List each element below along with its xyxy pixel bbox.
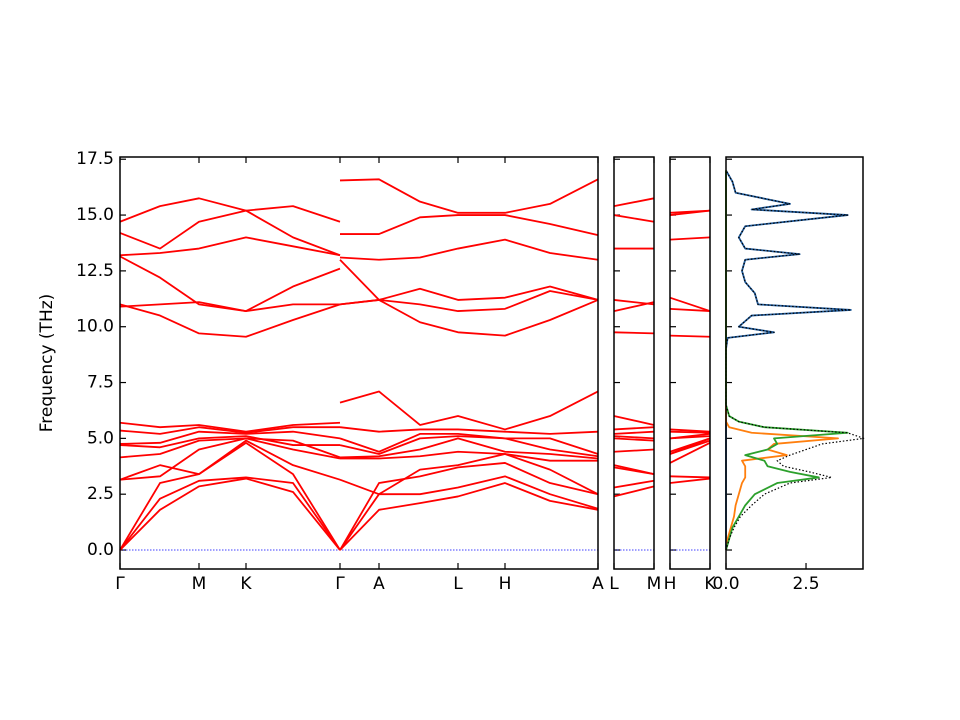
band-line bbox=[119, 299, 599, 338]
band-line bbox=[613, 485, 655, 498]
x-tick-label: K bbox=[240, 574, 252, 594]
band-line bbox=[669, 428, 711, 433]
x-tick-label: L bbox=[453, 574, 463, 594]
band-line bbox=[119, 426, 599, 435]
band-line bbox=[669, 475, 711, 479]
band-line bbox=[613, 299, 655, 306]
dos-curve bbox=[725, 170, 839, 551]
band-line bbox=[613, 448, 655, 453]
band-line bbox=[669, 296, 711, 312]
y-tick-label: 12.5 bbox=[76, 261, 114, 281]
x-tick-label: H bbox=[499, 574, 512, 594]
band-line bbox=[669, 209, 711, 214]
band-line bbox=[613, 331, 655, 335]
x-tick-label: Γ bbox=[115, 574, 125, 594]
x-tick-label: M bbox=[647, 574, 662, 594]
plot-frame bbox=[119, 156, 599, 570]
band-line bbox=[119, 236, 599, 261]
band-line bbox=[613, 197, 655, 208]
band-line bbox=[669, 442, 711, 464]
band-line bbox=[119, 437, 599, 460]
dos-curve bbox=[725, 170, 865, 551]
plot-frame bbox=[613, 156, 655, 570]
x-tick-label: A bbox=[373, 574, 385, 594]
band-line bbox=[669, 334, 711, 338]
band-line bbox=[669, 433, 711, 440]
x-tick-label: 2.5 bbox=[792, 574, 819, 594]
dos-curve bbox=[725, 169, 852, 551]
band-line bbox=[613, 437, 655, 442]
y-tick-label: 7.5 bbox=[87, 373, 114, 393]
band-line bbox=[613, 464, 655, 475]
band-line bbox=[119, 255, 599, 312]
y-tick-label: 5.0 bbox=[87, 428, 114, 448]
plot-frame bbox=[669, 156, 711, 570]
x-tick-label: M bbox=[192, 574, 207, 594]
band-line bbox=[669, 430, 711, 434]
y-axis-label: Frequency (THz) bbox=[37, 294, 57, 433]
band-line bbox=[613, 479, 655, 489]
band-line bbox=[119, 439, 599, 496]
band-line bbox=[119, 430, 599, 455]
band-line bbox=[669, 437, 711, 453]
band-line bbox=[119, 178, 599, 223]
band-line bbox=[119, 477, 599, 551]
band-line bbox=[119, 290, 599, 312]
x-tick-label: K bbox=[704, 574, 716, 594]
y-tick-label: 0.0 bbox=[87, 540, 114, 560]
band-line bbox=[119, 437, 598, 481]
x-tick-label: L bbox=[609, 574, 619, 594]
band-line bbox=[613, 415, 655, 426]
band-line bbox=[119, 435, 599, 458]
band-line bbox=[613, 430, 655, 435]
y-tick-label: 2.5 bbox=[87, 484, 114, 504]
band-line bbox=[669, 307, 711, 312]
y-tick-label: 15.0 bbox=[76, 205, 114, 225]
band-line bbox=[669, 477, 711, 484]
band-line bbox=[119, 209, 599, 257]
plot-frame bbox=[725, 156, 864, 570]
band-line bbox=[613, 426, 655, 431]
x-tick-label: H bbox=[664, 574, 677, 594]
band-line bbox=[119, 441, 599, 551]
x-tick-label: Γ bbox=[335, 574, 345, 594]
band-line bbox=[613, 435, 655, 440]
band-line bbox=[669, 236, 711, 241]
y-tick-label: 17.5 bbox=[76, 149, 114, 169]
y-tick-label: 10.0 bbox=[76, 317, 114, 337]
band-line bbox=[613, 214, 655, 223]
x-tick-label: A bbox=[592, 574, 604, 594]
band-line bbox=[119, 390, 599, 433]
x-tick-label: 0.0 bbox=[712, 574, 739, 594]
